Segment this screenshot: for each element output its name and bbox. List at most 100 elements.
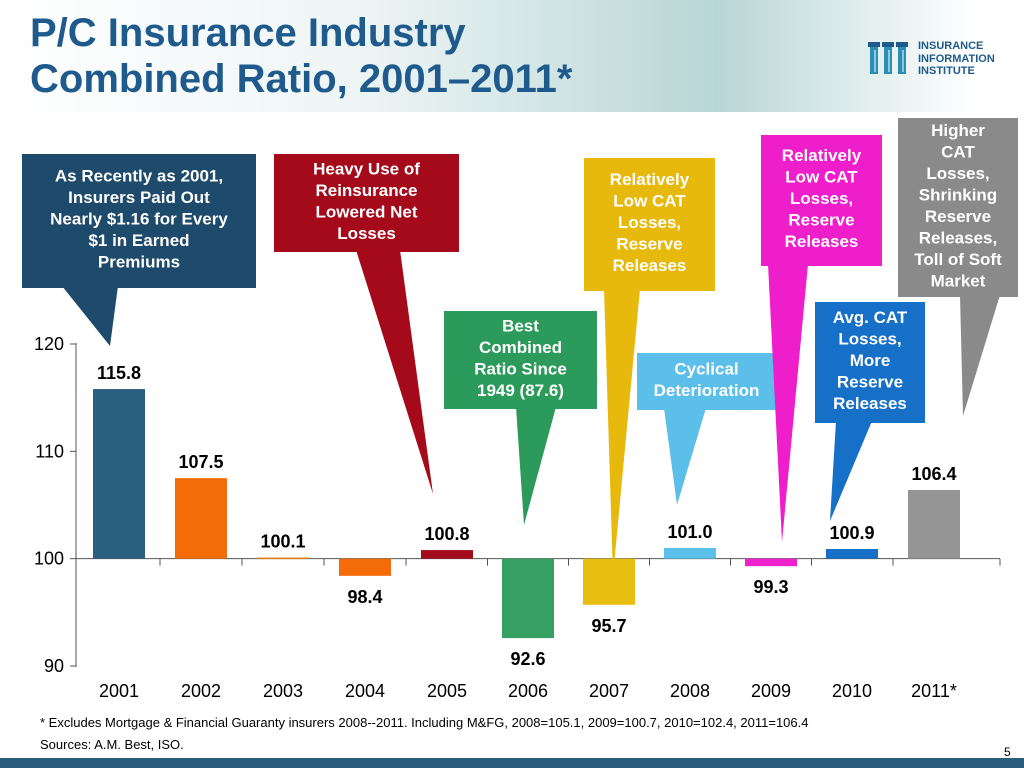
bar-2006 — [502, 558, 554, 639]
callout-box — [444, 311, 597, 409]
callout-tail — [516, 407, 556, 525]
callout-text: Reserve — [925, 207, 991, 226]
sources: Sources: A.M. Best, ISO. — [40, 737, 184, 752]
callout-text: Lowered Net — [315, 202, 417, 221]
callout-text: CAT — [941, 142, 975, 161]
data-label: 92.6 — [510, 649, 545, 669]
callout-text: Higher — [931, 121, 985, 140]
x-tick-label: 2009 — [751, 681, 791, 701]
y-tick-label: 120 — [34, 334, 64, 354]
callout-box — [898, 118, 1018, 297]
logo-line-3: INSTITUTE — [918, 65, 975, 77]
callout-text: Losses — [337, 224, 396, 243]
callout-text: Reserve — [837, 373, 903, 392]
callout-tail — [768, 264, 808, 542]
callout-text: Market — [931, 271, 986, 290]
bar-2001 — [93, 389, 145, 559]
callout-box — [637, 353, 776, 410]
bottom-bar — [0, 758, 1024, 768]
bar-2010 — [826, 549, 878, 559]
callout-text: Shrinking — [919, 185, 997, 204]
callout-box — [22, 154, 256, 288]
callout-text: Deterioration — [654, 381, 760, 400]
callout-text: Relatively — [782, 146, 862, 165]
callout-text: Avg. CAT — [833, 308, 908, 327]
x-tick-label: 2011* — [911, 681, 957, 701]
callout-tail — [664, 408, 706, 505]
callout-text: Losses, — [926, 164, 989, 183]
y-tick-label: 100 — [34, 549, 64, 569]
callout-text: Releases — [785, 232, 859, 251]
callout-tail — [604, 289, 640, 576]
callout-text: Reserve — [616, 235, 682, 254]
callout-text: Toll of Soft — [914, 250, 1002, 269]
callout-tail — [830, 421, 872, 521]
callout-text: $1 in Earned — [88, 231, 189, 250]
data-label: 95.7 — [591, 616, 626, 636]
data-label: 107.5 — [178, 452, 223, 472]
data-label: 100.8 — [424, 524, 469, 544]
data-label: 100.1 — [260, 532, 305, 552]
footnote: * Excludes Mortgage & Financial Guaranty… — [40, 715, 809, 730]
callout-text: Cyclical — [674, 359, 738, 378]
callout-text: As Recently as 2001, — [55, 167, 223, 186]
y-tick-label: 110 — [35, 441, 64, 461]
bar-2004 — [339, 558, 391, 576]
combined-ratio-chart: 90 100 110 120 2001 2002 2003 2004 2005 2006 2007 2… — [22, 118, 1018, 701]
x-tick-label: 2007 — [589, 681, 629, 701]
x-tick-label: 2006 — [508, 681, 548, 701]
callout-text: More — [850, 351, 891, 370]
callout-text: Reserve — [788, 211, 854, 230]
callout-text: Combined — [479, 338, 562, 357]
callout-text: Insurers Paid Out — [68, 188, 210, 207]
callout-text: Losses, — [618, 213, 681, 232]
callout-box — [761, 135, 882, 266]
callout-text: Losses, — [790, 189, 853, 208]
x-tick-label: 2002 — [181, 681, 221, 701]
callout-tail — [62, 286, 118, 346]
title-line-1: P/C Insurance Industry — [30, 11, 466, 55]
callout-tail — [356, 250, 433, 494]
callout-text: Releases — [833, 394, 907, 413]
logo-line-2: INFORMATION — [918, 52, 995, 65]
callout-text: Nearly $1.16 for Every — [50, 210, 228, 229]
callout-text: Releases — [613, 256, 687, 275]
x-tick-label: 2008 — [670, 681, 710, 701]
callout-text: 1949 (87.6) — [477, 381, 564, 400]
x-tick-label: 2003 — [263, 681, 303, 701]
bar-2002 — [175, 478, 227, 559]
callout-text: Heavy Use of — [313, 159, 420, 178]
y-tick-label: 90 — [44, 656, 64, 676]
bar-2005 — [421, 550, 473, 559]
header-band — [0, 0, 1024, 112]
bar-2003 — [257, 557, 309, 560]
callout-text: Best — [502, 316, 539, 335]
page-title: P/C Insurance Industry Combined Ratio, 2… — [30, 10, 572, 102]
iii-logo-icon — [868, 42, 908, 74]
callout-text: Low CAT — [613, 192, 686, 211]
data-label: 98.4 — [347, 587, 382, 607]
title-line-2: Combined Ratio, 2001–2011* — [30, 57, 573, 101]
callout-text: Releases, — [919, 228, 997, 247]
bar-2008 — [664, 547, 716, 559]
callout-text: Losses, — [838, 330, 901, 349]
bar-2007 — [583, 558, 635, 605]
page-number: 5 — [1004, 745, 1011, 759]
data-label: 106.4 — [911, 464, 956, 484]
callout-tail — [960, 295, 1000, 416]
callout-text: Low CAT — [785, 168, 858, 187]
callout-box — [584, 158, 715, 291]
data-label: 115.8 — [97, 363, 141, 383]
callout-text: Premiums — [98, 253, 180, 272]
logo-line-1: INSURANCE — [918, 40, 984, 52]
data-label: 100.9 — [829, 523, 874, 543]
callout-text: Relatively — [610, 170, 690, 189]
callout-box — [815, 302, 925, 423]
iii-logo: INSURANCE INFORMATION INSTITUTE — [868, 38, 1018, 82]
x-tick-label: 2005 — [427, 681, 467, 701]
callout-box — [274, 154, 459, 252]
x-tick-label: 2010 — [832, 681, 872, 701]
x-tick-label: 2004 — [345, 681, 385, 701]
data-label: 99.3 — [753, 577, 788, 597]
callout-text: Ratio Since — [474, 359, 567, 378]
